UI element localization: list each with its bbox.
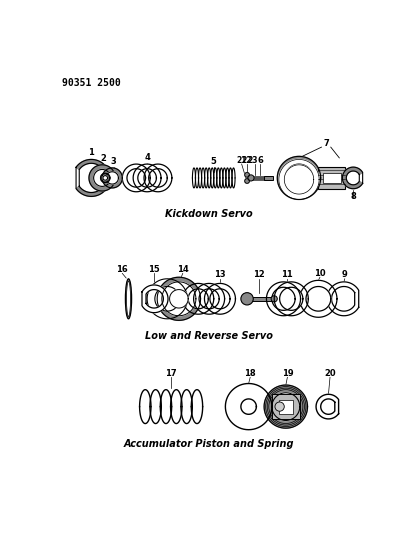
Polygon shape [279, 159, 319, 199]
Text: 10: 10 [314, 269, 326, 278]
Text: 13: 13 [214, 270, 226, 279]
Polygon shape [89, 165, 115, 191]
Text: 19: 19 [282, 369, 293, 378]
Polygon shape [170, 289, 188, 308]
Text: 5: 5 [211, 157, 217, 166]
Polygon shape [133, 164, 161, 192]
Bar [318, 167, 346, 189]
Bar [323, 173, 341, 183]
Polygon shape [127, 168, 146, 187]
Text: 4: 4 [144, 153, 150, 161]
Polygon shape [147, 279, 187, 319]
Circle shape [248, 175, 254, 181]
Polygon shape [122, 164, 150, 192]
Polygon shape [102, 168, 122, 188]
Text: 18: 18 [244, 369, 256, 378]
Polygon shape [342, 167, 363, 189]
Polygon shape [225, 384, 272, 430]
Text: 8: 8 [350, 192, 356, 201]
Text: 16: 16 [116, 265, 128, 274]
Circle shape [241, 293, 253, 305]
Polygon shape [101, 173, 110, 182]
Ellipse shape [125, 279, 132, 319]
Polygon shape [194, 284, 224, 314]
Text: 23: 23 [247, 156, 258, 165]
Polygon shape [266, 282, 301, 316]
Text: 1: 1 [89, 148, 94, 157]
Polygon shape [173, 293, 185, 305]
Text: 2: 2 [101, 154, 106, 163]
Polygon shape [183, 284, 214, 314]
Polygon shape [274, 282, 308, 316]
Bar [279, 400, 293, 414]
Polygon shape [103, 175, 108, 180]
Polygon shape [327, 282, 359, 316]
Polygon shape [306, 287, 331, 311]
Text: 3: 3 [111, 157, 117, 166]
Ellipse shape [126, 281, 131, 317]
Polygon shape [162, 282, 196, 316]
Bar [264, 176, 273, 180]
Polygon shape [284, 165, 314, 194]
Bar [272, 394, 300, 419]
Polygon shape [142, 285, 168, 313]
Text: Kickdown Servo: Kickdown Servo [165, 209, 253, 219]
Polygon shape [204, 284, 235, 314]
Polygon shape [277, 156, 321, 199]
Text: 11: 11 [282, 270, 293, 279]
Text: 12: 12 [253, 270, 264, 279]
Polygon shape [188, 289, 208, 309]
Polygon shape [76, 159, 110, 196]
Text: 20: 20 [324, 369, 336, 378]
Text: 9: 9 [342, 270, 348, 279]
Polygon shape [138, 168, 156, 187]
Text: Low and Reverse Servo: Low and Reverse Servo [145, 331, 273, 341]
Polygon shape [93, 169, 111, 187]
Circle shape [271, 296, 277, 302]
Polygon shape [316, 394, 339, 419]
Text: 17: 17 [165, 369, 177, 378]
Polygon shape [272, 287, 295, 310]
Text: 7: 7 [323, 139, 329, 148]
Polygon shape [106, 172, 118, 184]
Polygon shape [264, 385, 308, 428]
Polygon shape [300, 280, 337, 317]
Polygon shape [149, 168, 167, 187]
Polygon shape [199, 289, 219, 309]
Polygon shape [241, 399, 256, 414]
Polygon shape [210, 289, 230, 309]
Bar [248, 296, 273, 301]
Polygon shape [144, 164, 172, 192]
Text: 6: 6 [257, 156, 263, 165]
Text: 22: 22 [242, 156, 252, 165]
Polygon shape [285, 164, 313, 192]
Polygon shape [272, 393, 300, 421]
Text: 15: 15 [148, 265, 160, 274]
Circle shape [275, 402, 284, 411]
Text: Accumulator Piston and Spring: Accumulator Piston and Spring [124, 439, 294, 449]
Text: 90351 2500: 90351 2500 [62, 78, 121, 88]
Circle shape [245, 179, 249, 183]
Text: 14: 14 [177, 265, 188, 274]
Circle shape [245, 173, 249, 177]
Polygon shape [155, 287, 180, 311]
Text: 21: 21 [236, 156, 247, 165]
Polygon shape [279, 287, 303, 310]
Polygon shape [157, 277, 201, 320]
